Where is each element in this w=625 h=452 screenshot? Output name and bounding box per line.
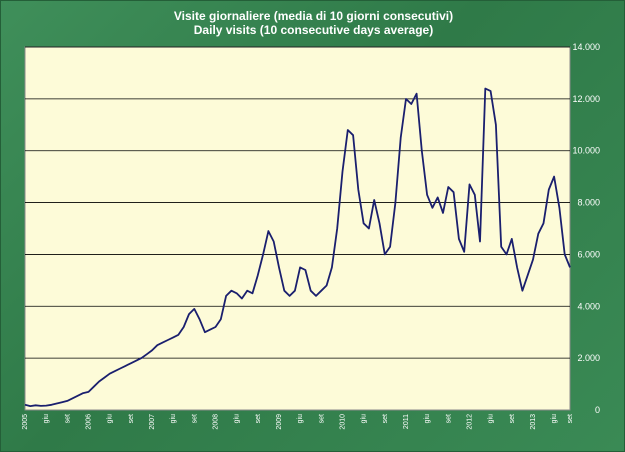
- y-tick-label: 4.000: [577, 301, 600, 311]
- chart-subtitle: Daily visits (10 consecutive days averag…: [193, 23, 434, 37]
- x-tick-label: 2008: [212, 414, 219, 430]
- x-tick-label: 2005: [22, 414, 29, 430]
- x-tick-label: set: [567, 414, 574, 423]
- y-axis: 0 2.000 4.000 6.000 8.000 10.000 12.000 14.000: [572, 42, 600, 415]
- chart-title: Visite giornaliere (media di 10 giorni c…: [173, 9, 454, 23]
- x-axis: 2005 giu set 2006 giu set 2007 giu set 2008 giu set…: [22, 414, 574, 430]
- x-tick-label: set: [445, 414, 452, 423]
- x-tick-label: giu: [297, 414, 304, 423]
- y-tick-label: 10.000: [572, 146, 600, 156]
- gridlines: [25, 46, 570, 359]
- x-tick-label: giu: [234, 414, 241, 423]
- x-tick-label: 2009: [276, 414, 283, 430]
- x-tick-label: 2012: [466, 414, 473, 430]
- x-tick-label: 2006: [85, 414, 92, 430]
- x-tick-label: set: [509, 414, 516, 423]
- x-tick-label: giu: [43, 414, 50, 423]
- y-tick-label: 12.000: [572, 94, 600, 104]
- x-tick-label: set: [318, 414, 325, 423]
- y-tick-label: 14.000: [572, 42, 600, 52]
- x-tick-label: 2011: [403, 414, 410, 429]
- x-tick-label: giu: [361, 414, 368, 423]
- x-tick-label: giu: [107, 414, 114, 423]
- x-tick-label: 2010: [339, 414, 346, 430]
- y-tick-label: 2.000: [577, 353, 600, 363]
- series-group: [24, 87, 571, 407]
- x-tick-label: 2013: [530, 414, 537, 430]
- x-tick-label: set: [382, 414, 389, 423]
- x-tick-label: 2007: [149, 414, 156, 430]
- x-tick-label: set: [128, 414, 135, 423]
- series-line-0: [24, 87, 571, 407]
- x-tick-label: giu: [424, 414, 431, 423]
- chart-title-block: Visite giornaliere (media di 10 giorni c…: [1, 9, 625, 37]
- x-tick-label: set: [64, 414, 71, 423]
- x-tick-label: giu: [551, 414, 558, 423]
- plot-area: [24, 46, 571, 411]
- x-tick-label: set: [191, 414, 198, 423]
- x-tick-label: giu: [488, 414, 495, 423]
- x-tick-label: giu: [170, 414, 177, 423]
- y-tick-label: 6.000: [577, 249, 600, 259]
- y-tick-label: 8.000: [577, 198, 600, 208]
- x-tick-label: set: [255, 414, 262, 423]
- y-tick-label: 0: [595, 405, 600, 415]
